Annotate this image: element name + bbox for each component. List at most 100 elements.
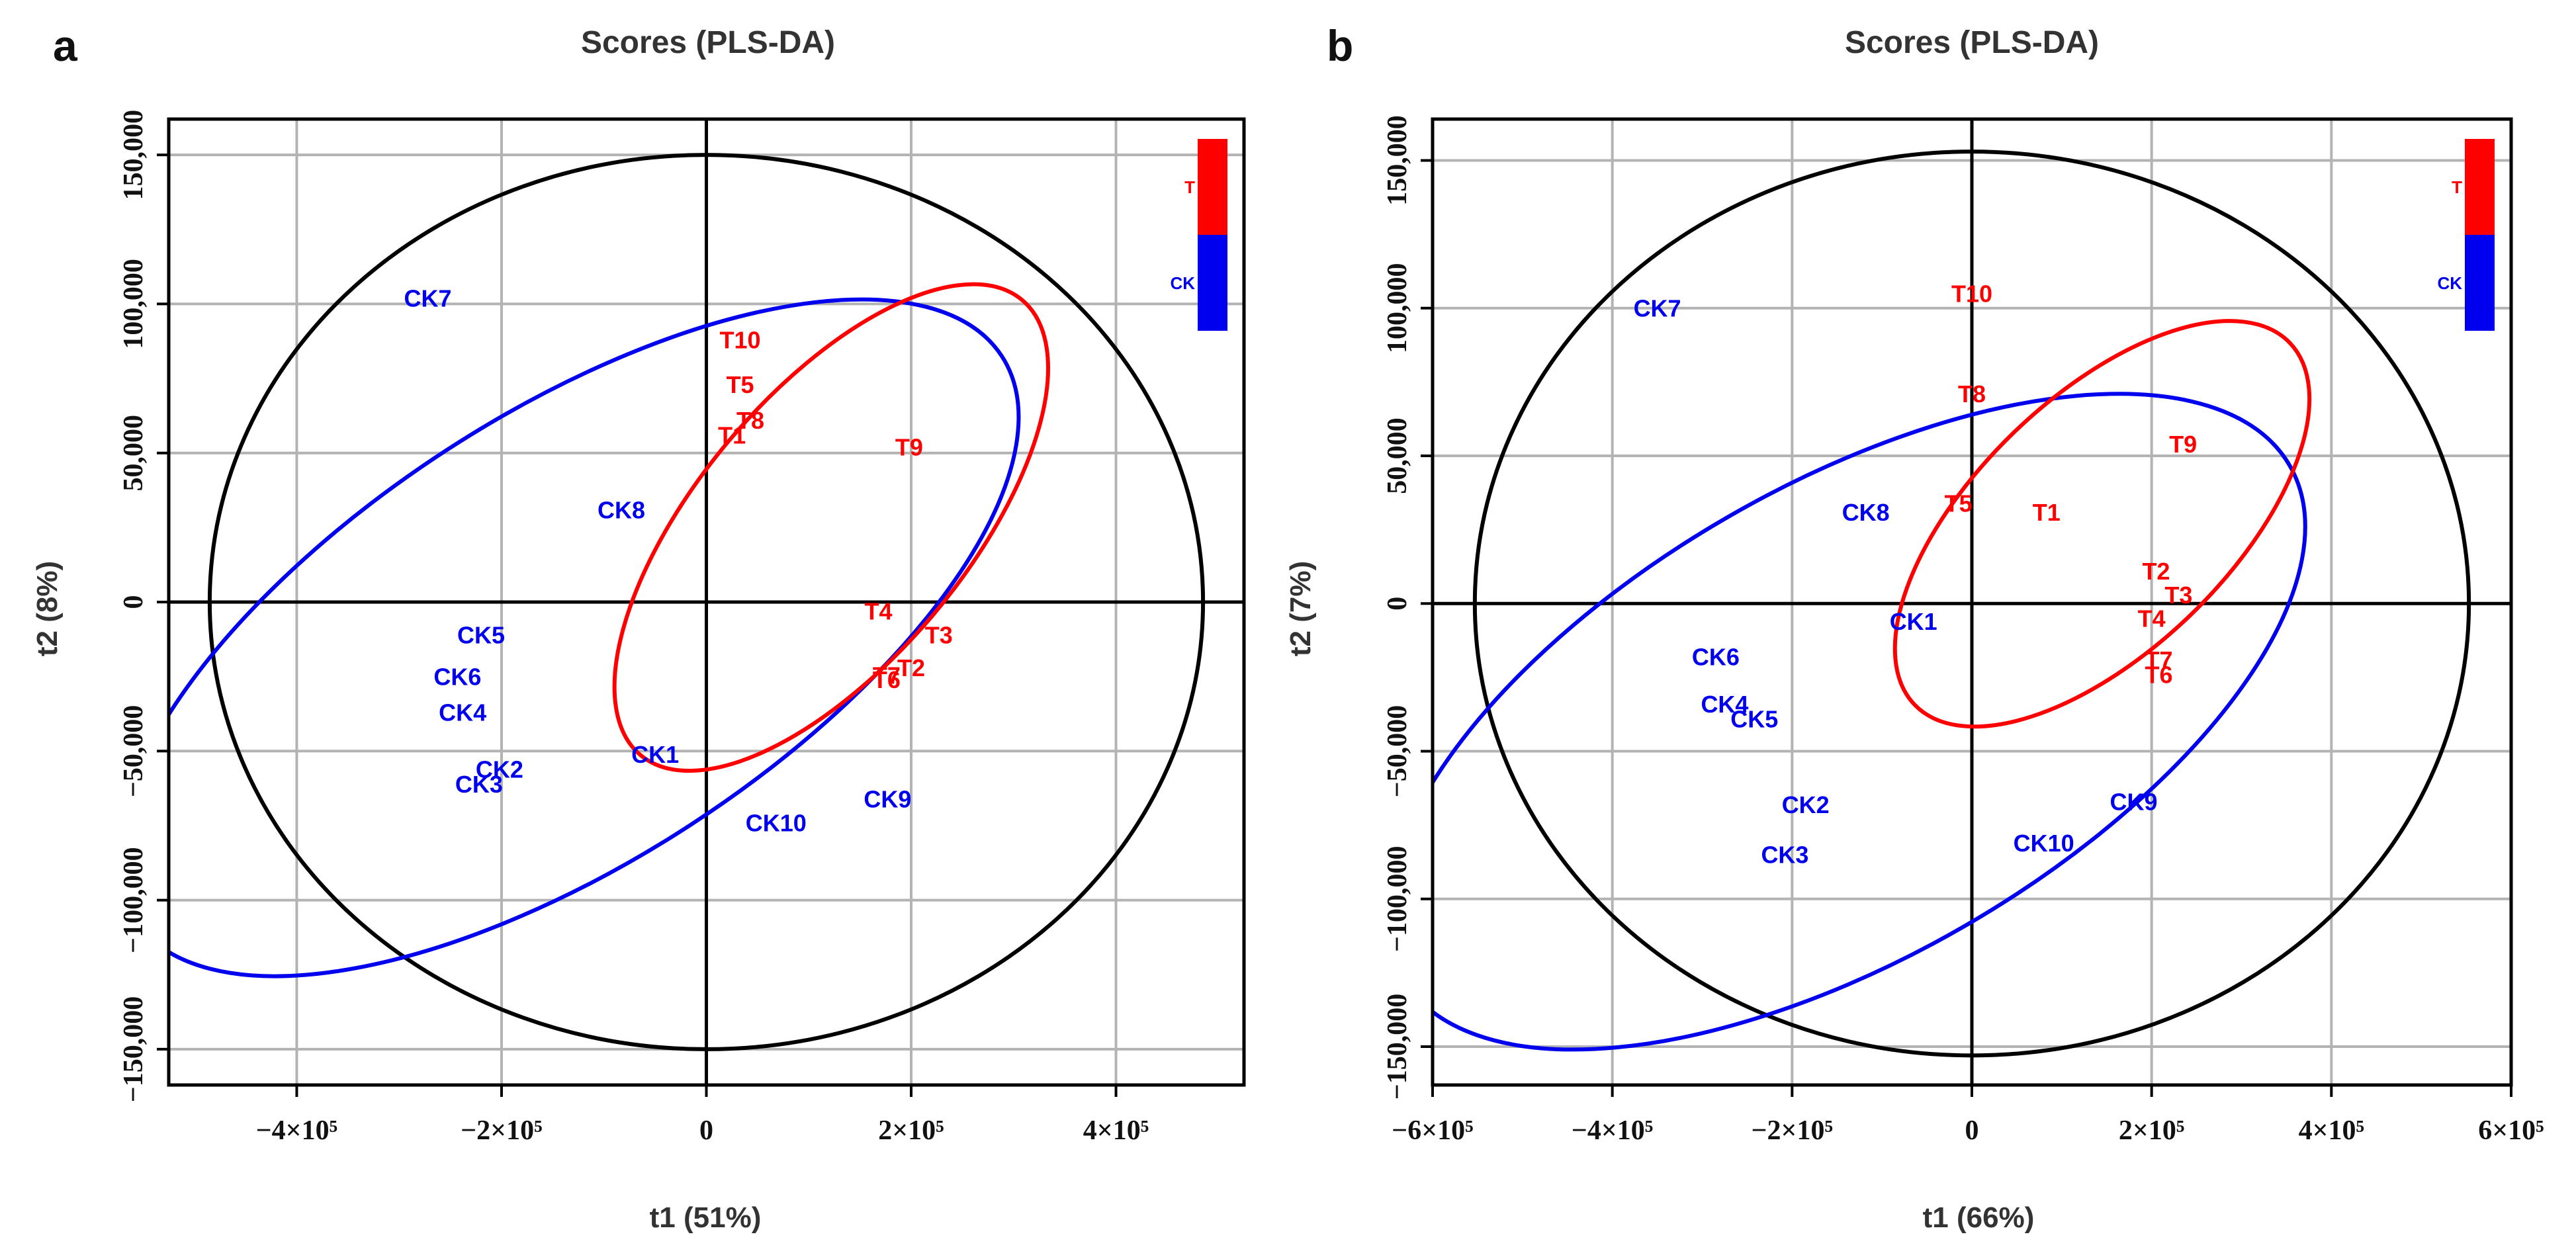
x-tick-label: 6×10⁵ xyxy=(2478,1115,2544,1146)
y-tick-labels-b: −150,000 −100,000 −50,000 0 50,000 100,000 150… xyxy=(1382,115,1433,1100)
y-tick-label: −150,000 xyxy=(118,996,149,1102)
point-t1: T1 xyxy=(2033,499,2061,526)
point-ck10: CK10 xyxy=(2014,830,2074,857)
point-ck2: CK2 xyxy=(1782,791,1830,818)
x-tick-label: 2×10⁵ xyxy=(878,1115,944,1146)
point-ck9: CK9 xyxy=(2110,788,2157,815)
x-tick-labels-a: −4×10⁵ −2×10⁵ 0 2×10⁵ 4×10⁵ xyxy=(256,1085,1149,1146)
legend-swatch-t xyxy=(1198,139,1227,235)
chart-title-b: Scores (PLS-DA) xyxy=(1845,25,2099,60)
y-tick-label: 0 xyxy=(1382,597,1413,611)
panel-letter-b: b xyxy=(1327,21,1353,70)
point-t8: T8 xyxy=(736,407,764,434)
point-t3: T3 xyxy=(2164,582,2192,609)
hotelling-ellipse xyxy=(207,153,1206,1051)
point-t2: T2 xyxy=(2142,558,2170,585)
y-tick-label: 0 xyxy=(118,595,149,609)
y-tick-label: −50,000 xyxy=(118,705,149,797)
x-tick-label: 4×10⁵ xyxy=(2299,1115,2365,1146)
point-t6: T6 xyxy=(2145,661,2173,688)
point-ck7: CK7 xyxy=(404,284,452,312)
point-ck6: CK6 xyxy=(1692,644,1740,671)
y-tick-labels-a: −150,000 −100,000 −50,000 0 50,000 100,000 150… xyxy=(118,110,169,1102)
point-t5: T5 xyxy=(727,371,754,398)
point-ck3: CK3 xyxy=(1761,842,1808,869)
y-tick-label: 100,000 xyxy=(1382,263,1413,353)
point-ck8: CK8 xyxy=(598,496,645,523)
y-tick-label: −100,000 xyxy=(118,847,149,953)
point-t10: T10 xyxy=(720,326,761,353)
x-tick-label: −2×10⁵ xyxy=(1752,1115,1833,1146)
point-ck7: CK7 xyxy=(1634,295,1681,322)
legend-swatch-t xyxy=(2465,139,2495,235)
point-t5: T5 xyxy=(1945,490,1973,517)
point-ck10: CK10 xyxy=(746,809,807,836)
y-tick-label: 50,000 xyxy=(118,415,149,492)
chart-title-a: Scores (PLS-DA) xyxy=(581,25,835,60)
y-tick-label: −50,000 xyxy=(1382,705,1413,797)
x-tick-label: −6×10⁵ xyxy=(1392,1115,1473,1146)
zero-axes-a xyxy=(169,119,1244,1085)
x-tick-label: 0 xyxy=(1965,1115,1979,1146)
point-t4: T4 xyxy=(2138,605,2166,632)
point-t6: T6 xyxy=(873,666,901,693)
point-ck2: CK2 xyxy=(476,756,523,783)
legend-a: T CK xyxy=(1170,139,1227,331)
point-ck5: CK5 xyxy=(457,622,505,649)
point-ck6: CK6 xyxy=(433,664,481,691)
legend-b: T CK xyxy=(2437,139,2495,331)
y-tick-label: −100,000 xyxy=(1382,846,1413,951)
ellipses-a xyxy=(169,153,1206,1051)
point-ck4: CK4 xyxy=(439,699,486,726)
point-t3: T3 xyxy=(925,622,953,649)
group-ellipse-ck xyxy=(1433,392,2307,1052)
group-ellipse-t xyxy=(612,282,1050,773)
x-tick-label: 0 xyxy=(699,1115,713,1146)
x-tick-label: 2×10⁵ xyxy=(2119,1115,2185,1146)
point-t4: T4 xyxy=(864,598,892,625)
point-t10: T10 xyxy=(1951,280,1992,307)
y-tick-label: 150,000 xyxy=(118,110,149,200)
panel-letter-a: a xyxy=(53,21,78,70)
x-tick-label: −2×10⁵ xyxy=(461,1115,542,1146)
point-t9: T9 xyxy=(2169,431,2197,458)
x-axis-title-b: t1 (66%) xyxy=(1923,1201,2035,1234)
group-ellipse-ck xyxy=(169,297,1021,978)
x-tick-label: 4×10⁵ xyxy=(1083,1115,1149,1146)
point-t7: T7 xyxy=(2145,646,2173,673)
y-tick-label: 150,000 xyxy=(1382,115,1413,205)
y-tick-label: 100,000 xyxy=(118,259,149,349)
x-tick-label: −4×10⁵ xyxy=(256,1115,337,1146)
point-ck1: CK1 xyxy=(1890,608,1937,635)
point-t1: T1 xyxy=(718,422,746,449)
legend-label-ck: CK xyxy=(1170,273,1195,293)
point-ck5: CK5 xyxy=(1730,705,1778,732)
hotelling-ellipse xyxy=(1472,150,2471,1058)
point-t9: T9 xyxy=(895,434,923,461)
x-tick-label: −4×10⁵ xyxy=(1572,1115,1653,1146)
y-axis-title-a: t2 (8%) xyxy=(31,561,64,656)
point-ck1: CK1 xyxy=(631,741,679,768)
y-tick-label: 50,000 xyxy=(1382,417,1413,494)
x-tick-labels-b: −6×10⁵ −4×10⁵ −2×10⁵ 0 2×10⁵ 4×10⁵ 6×10⁵ xyxy=(1392,1085,2544,1146)
point-t7: T7 xyxy=(873,662,901,689)
point-t8: T8 xyxy=(1958,380,1986,408)
x-axis-title-a: t1 (51%) xyxy=(650,1201,762,1234)
point-ck3: CK3 xyxy=(455,771,503,798)
legend-swatch-ck xyxy=(1198,235,1227,331)
point-ck4: CK4 xyxy=(1701,691,1748,718)
legend-label-t: T xyxy=(1184,177,1195,197)
legend-label-ck: CK xyxy=(2437,273,2462,293)
point-ck9: CK9 xyxy=(864,785,911,812)
legend-label-t: T xyxy=(2452,177,2462,197)
legend-swatch-ck xyxy=(2465,235,2495,331)
y-axis-title-b: t2 (7%) xyxy=(1284,561,1317,656)
point-ck8: CK8 xyxy=(1842,499,1890,526)
y-tick-label: −150,000 xyxy=(1382,994,1413,1100)
ellipses-b xyxy=(1433,150,2471,1058)
